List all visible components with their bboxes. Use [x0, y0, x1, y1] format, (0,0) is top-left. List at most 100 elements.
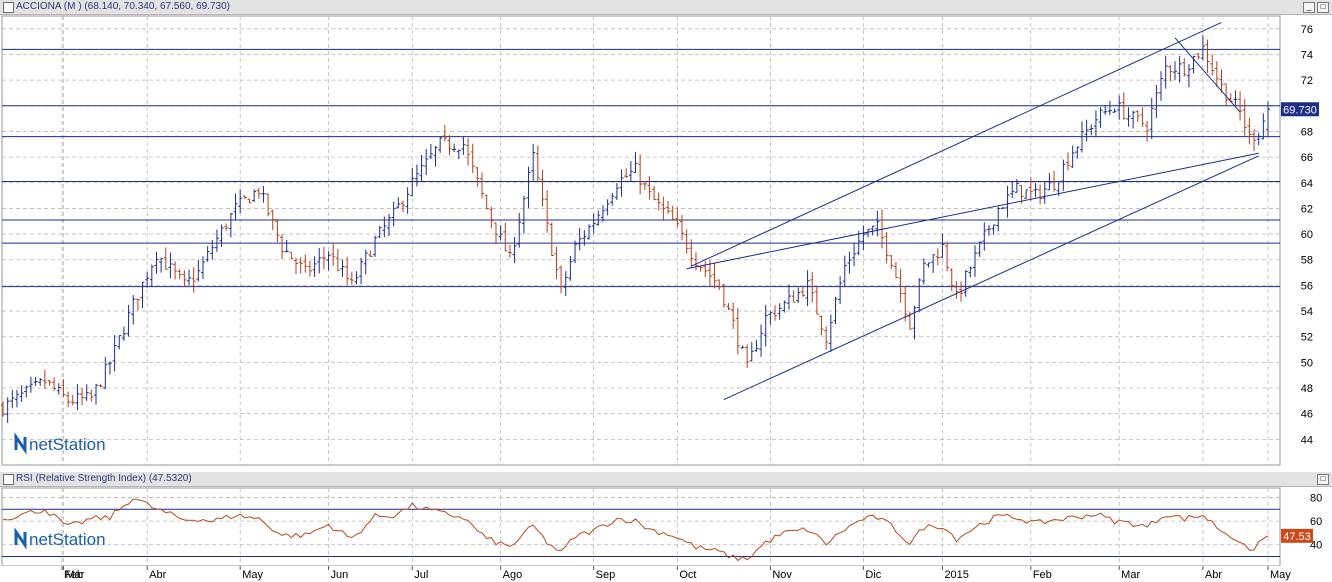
ohlc-bar: [159, 257, 164, 273]
price-tick-label: 60: [1301, 229, 1313, 241]
ohlc-bar: [931, 254, 936, 273]
ohlc-bar: [238, 189, 243, 214]
ohlc-bar: [489, 206, 494, 229]
ohlc-bar: [1140, 107, 1145, 127]
ohlc-bar: [1210, 54, 1215, 76]
ohlc-bar: [796, 287, 801, 303]
ohlc-bar: [405, 187, 410, 214]
ohlc-bar: [963, 269, 968, 297]
ohlc-bar: [419, 155, 424, 182]
rsi-tick-label: 40: [1310, 540, 1322, 552]
ohlc-bar: [1145, 120, 1150, 142]
ohlc-bar: [335, 248, 340, 272]
ohlc-bar: [642, 181, 647, 191]
ohlc-bar: [680, 214, 685, 241]
panel-menu-icon[interactable]: [3, 2, 14, 13]
ohlc-bar: [5, 397, 10, 423]
ohlc-bar: [484, 194, 489, 210]
ohlc-bar: [684, 229, 689, 254]
netstation-logo-text: netStation: [29, 435, 106, 454]
trendline: [1174, 37, 1241, 113]
ohlc-bar: [1103, 104, 1108, 115]
ohlc-bar: [52, 377, 57, 391]
price-tick-label: 44: [1301, 434, 1313, 446]
ohlc-bar: [614, 183, 619, 200]
ohlc-bar: [307, 260, 312, 277]
ohlc-bar: [200, 256, 205, 280]
price-tick-label: 54: [1301, 306, 1313, 318]
month-label: May: [242, 569, 263, 581]
ohlc-bar: [1168, 65, 1173, 82]
month-label: Jun: [331, 569, 349, 581]
ohlc-bar: [991, 224, 996, 235]
month-label: May: [1270, 569, 1291, 581]
ohlc-bar: [749, 342, 754, 362]
month-label: Dic: [865, 569, 881, 581]
ohlc-bar: [24, 385, 29, 398]
ohlc-bar: [266, 193, 271, 217]
ohlc-bar: [493, 222, 498, 244]
ohlc-bar: [303, 254, 308, 273]
ohlc-bar: [382, 216, 387, 238]
maximize-button[interactable]: □: [1317, 2, 1329, 13]
ohlc-bar: [256, 187, 261, 199]
ohlc-bar: [1163, 55, 1168, 89]
ohlc-bar: [1177, 56, 1182, 83]
price-tick-label: 68: [1301, 126, 1313, 138]
rsi-menu-icon[interactable]: [3, 474, 14, 485]
ohlc-bar: [1205, 39, 1210, 73]
price-plot-area: [1, 15, 1281, 466]
ohlc-bar: [498, 225, 503, 241]
ohlc-bar: [763, 304, 768, 347]
ohlc-bar: [428, 144, 433, 160]
ohlc-bar: [1233, 90, 1238, 106]
price-tick-label: 74: [1301, 49, 1313, 61]
ohlc-bar: [38, 377, 43, 386]
ohlc-bar: [1219, 69, 1224, 93]
ohlc-bar: [1117, 95, 1122, 120]
ohlc-bar: [205, 246, 210, 262]
ohlc-bar: [154, 251, 159, 274]
ohlc-bar: [1079, 121, 1084, 153]
ohlc-bar: [466, 138, 471, 166]
ohlc-bar: [875, 210, 880, 237]
price-panel-title: ACCIONA (M ) (68.140, 70.340, 67.560, 69…: [16, 1, 231, 12]
ohlc-bar: [1154, 84, 1159, 118]
ohlc-bar: [735, 308, 740, 355]
ohlc-bar: [475, 167, 480, 187]
month-label: Mar: [1121, 569, 1140, 581]
minimize-button[interactable]: _: [1303, 2, 1315, 13]
ohlc-bar: [721, 283, 726, 308]
ohlc-bar: [777, 303, 782, 320]
ohlc-bar: [884, 232, 889, 264]
ohlc-bar: [954, 281, 959, 299]
ohlc-bar: [210, 240, 215, 260]
ohlc-bar: [1038, 184, 1043, 205]
ohlc-bar: [224, 223, 229, 231]
ohlc-bar: [945, 241, 950, 272]
ohlc-bar: [387, 213, 392, 237]
ohlc-bar: [424, 148, 429, 176]
ohlc-bar: [1214, 61, 1219, 87]
ohlc-bar: [591, 213, 596, 234]
netstation-logo-icon: [14, 432, 27, 455]
ohlc-bar: [563, 271, 568, 296]
price-tick-label: 66: [1301, 152, 1313, 164]
month-label: Jul: [414, 569, 428, 581]
ohlc-bar: [1033, 182, 1038, 198]
netstation-logo-text: netStation: [29, 530, 106, 549]
ohlc-bar: [935, 248, 940, 266]
ohlc-bar: [610, 192, 615, 206]
ohlc-bar: [1186, 63, 1191, 88]
netstation-logo-price: netStation: [14, 432, 106, 455]
ohlc-bar: [117, 335, 122, 350]
month-label: Oct: [679, 569, 696, 581]
ohlc-bar: [768, 310, 773, 325]
month-label: Ago: [503, 569, 523, 581]
ohlc-bar: [740, 345, 745, 349]
ohlc-bar: [689, 239, 694, 269]
ohlc-bar: [187, 269, 192, 286]
ohlc-bar: [1010, 181, 1015, 199]
ohlc-bar: [173, 261, 178, 280]
rsi-maximize-button[interactable]: □: [1317, 474, 1329, 485]
